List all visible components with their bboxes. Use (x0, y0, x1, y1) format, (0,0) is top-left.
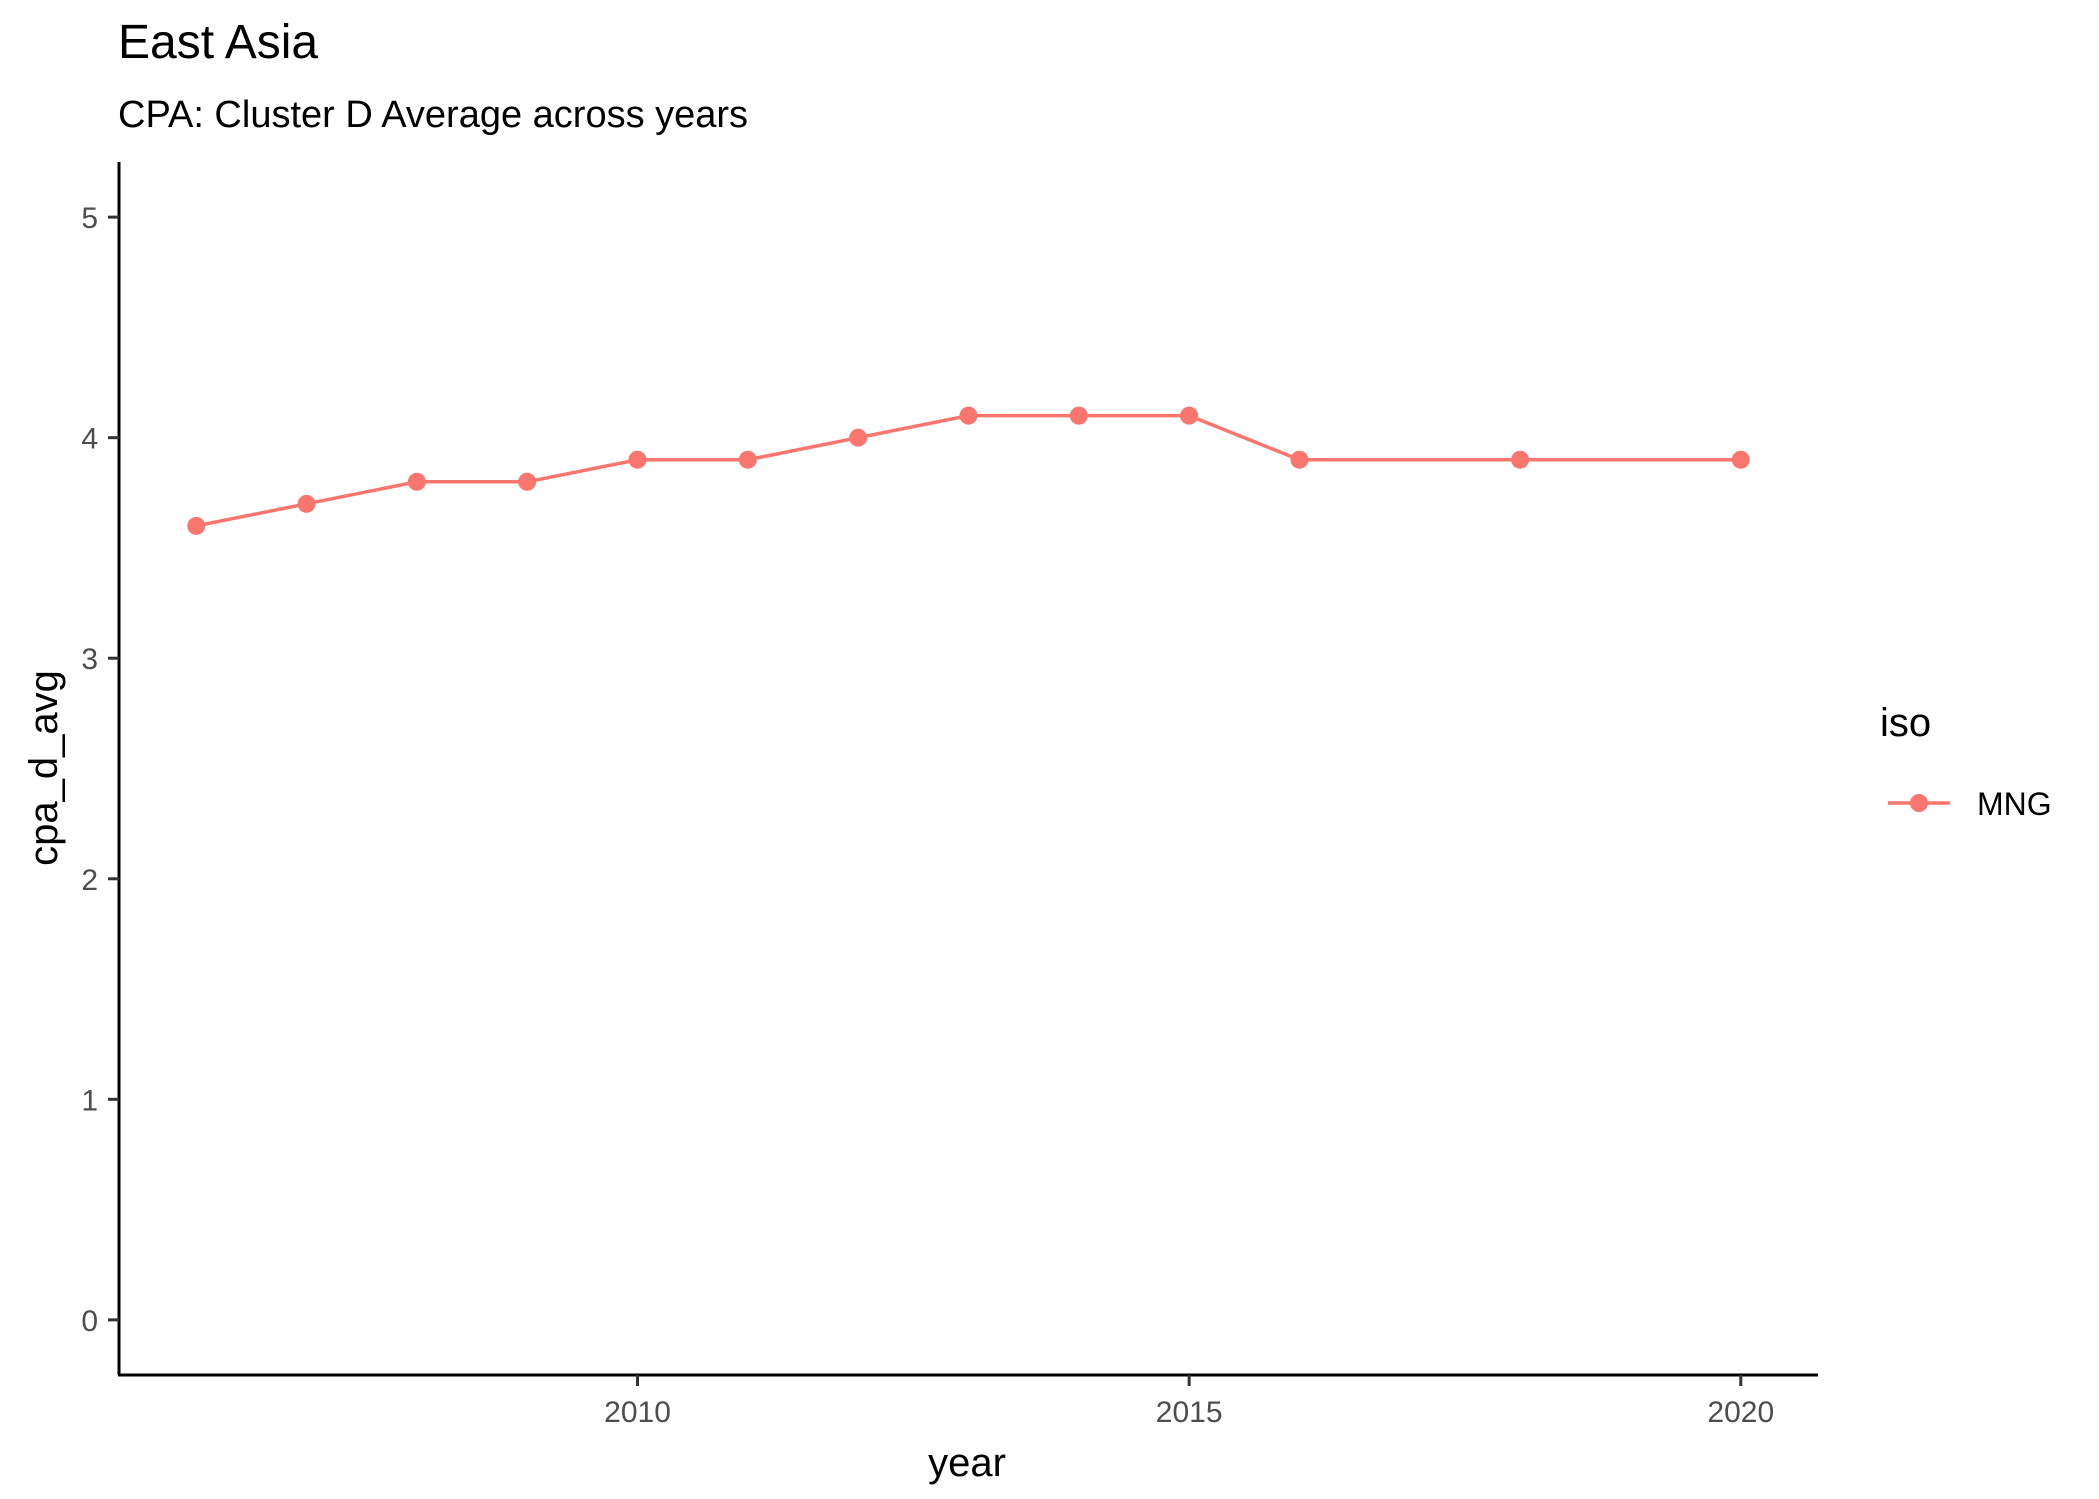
y-axis-ticks: 0 1 2 3 4 5 (81, 202, 119, 1338)
x-tick-label: 2010 (604, 1396, 671, 1429)
data-point (297, 494, 316, 513)
data-point (738, 450, 757, 469)
y-tick-label: 1 (81, 1084, 98, 1117)
chart-title: East Asia (118, 16, 318, 69)
y-tick-label: 3 (81, 643, 98, 676)
legend-label: MNG (1977, 786, 2052, 822)
y-axis-title: cpa_d_avg (22, 670, 66, 866)
data-point (518, 472, 537, 491)
data-point (959, 406, 978, 425)
plot-area (187, 406, 1750, 535)
data-point (187, 516, 206, 535)
data-point (1290, 450, 1309, 469)
legend-title: iso (1880, 701, 1931, 745)
legend: iso MNG (1880, 701, 2052, 822)
chart-subtitle: CPA: Cluster D Average across years (118, 94, 748, 136)
x-axis-title: year (928, 1441, 1006, 1485)
data-point (407, 472, 426, 491)
y-tick-label: 5 (81, 202, 98, 235)
x-axis-ticks: 2010 2015 2020 (604, 1375, 1774, 1429)
axes (117, 162, 1818, 1377)
data-point (1069, 406, 1088, 425)
data-point (1511, 450, 1530, 469)
legend-key-point (1910, 794, 1928, 812)
data-point (849, 428, 868, 447)
data-point (628, 450, 647, 469)
x-tick-label: 2020 (1707, 1396, 1774, 1429)
data-point (1180, 406, 1199, 425)
data-point (1731, 450, 1750, 469)
y-tick-label: 0 (81, 1305, 98, 1338)
y-tick-label: 2 (81, 864, 98, 897)
x-tick-label: 2015 (1156, 1396, 1223, 1429)
y-tick-label: 4 (81, 423, 98, 456)
